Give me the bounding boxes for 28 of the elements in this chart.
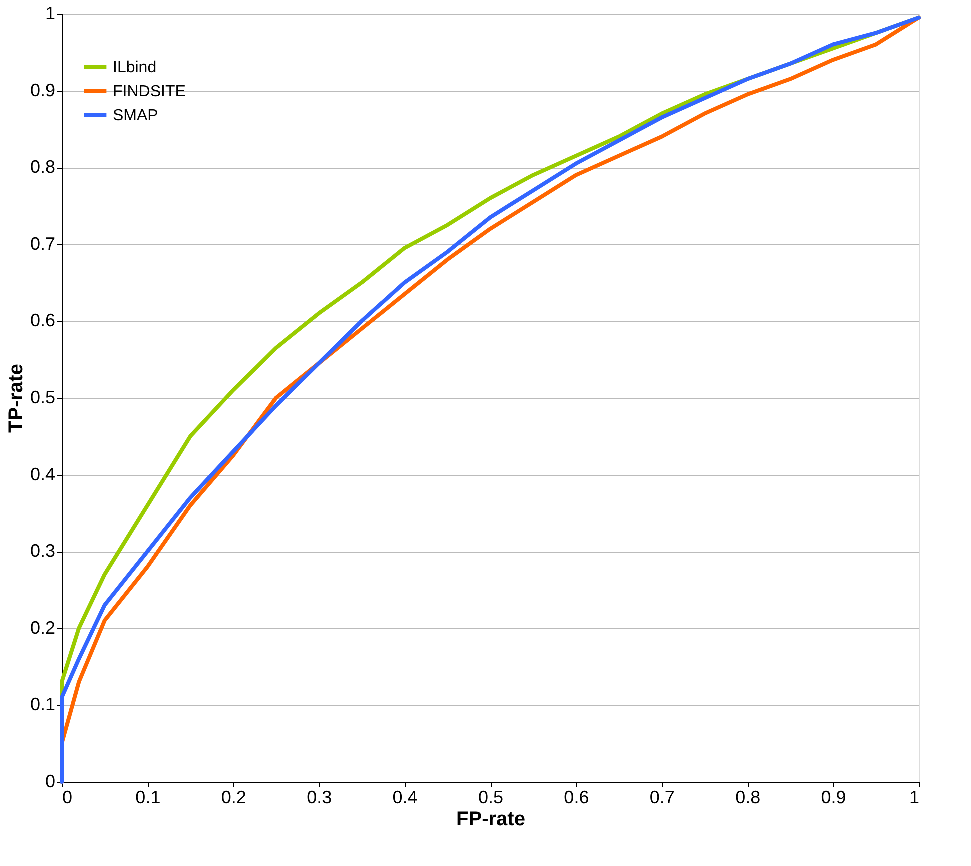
y-tick-label: 0.7 [30, 234, 56, 254]
x-tick-label: 0.7 [650, 788, 675, 808]
legend-label: FINDSITE [113, 84, 186, 100]
y-tick-label: 0.9 [30, 80, 56, 100]
legend-label: ILbind [113, 60, 157, 76]
y-tick-label: 0.4 [30, 464, 56, 484]
x-tick-label: 0.5 [478, 788, 504, 808]
line-series [60, 16, 921, 784]
x-tick-label: 0.8 [736, 788, 761, 808]
x-tick-label: 0.9 [821, 788, 846, 808]
x-tick-label: 0.3 [307, 788, 332, 808]
y-tick-label: 1 [45, 4, 56, 24]
y-tick-label: 0.3 [30, 541, 56, 562]
x-tick-label: 0.4 [392, 788, 418, 808]
x-tick-label: 0.1 [136, 788, 161, 808]
x-tick-label: 0 [62, 788, 73, 808]
y-tick-label: 0.2 [30, 618, 56, 638]
x-tick-label: 1 [909, 788, 920, 808]
y-tick-label: 0.6 [30, 310, 56, 331]
y-tick-label: 0.1 [30, 694, 56, 715]
x-tick-label: 0.2 [221, 788, 246, 808]
y-tick-label: 0.8 [30, 157, 56, 178]
y-axis-title: TP-rate [5, 364, 28, 433]
y-tick-label: 0 [45, 772, 56, 792]
x-tick-label: 0.6 [564, 788, 590, 808]
x-axis-title: FP-rate [456, 808, 526, 830]
legend-label: SMAP [113, 108, 158, 124]
y-tick-label: 0.5 [30, 388, 56, 408]
